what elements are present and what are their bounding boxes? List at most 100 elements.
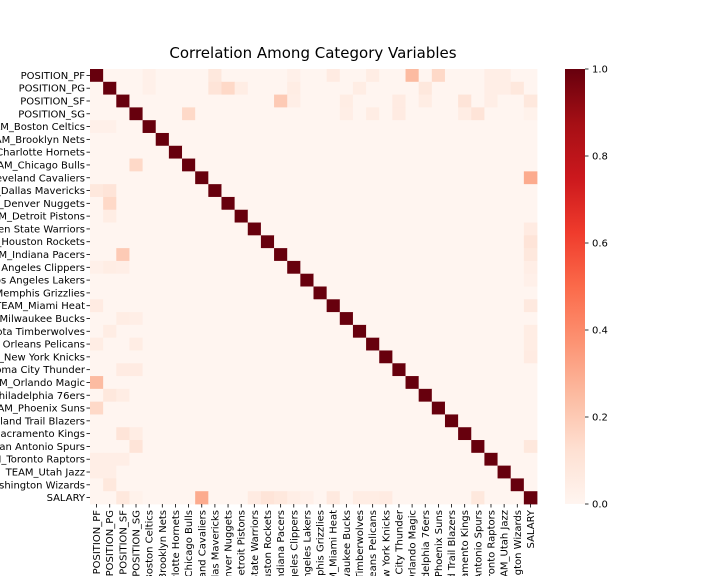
heatmap-cell xyxy=(471,299,485,313)
heatmap-cell xyxy=(444,248,459,262)
heatmap-cell xyxy=(326,145,341,159)
heatmap-cell xyxy=(182,184,196,198)
heatmap-cell xyxy=(182,94,196,108)
heatmap-cell xyxy=(444,273,459,287)
heatmap-cell xyxy=(392,94,406,108)
heatmap-cell xyxy=(458,299,472,313)
heatmap-cell xyxy=(234,312,249,326)
heatmap-cell xyxy=(260,376,275,390)
heatmap-cell xyxy=(155,350,170,364)
heatmap-cell xyxy=(274,414,288,428)
heatmap-cell xyxy=(444,414,459,428)
heatmap-cell xyxy=(208,107,222,121)
heatmap-cell xyxy=(274,120,288,134)
heatmap-cell xyxy=(168,388,183,403)
heatmap-cell xyxy=(313,107,328,121)
heatmap-cell xyxy=(300,478,314,492)
heatmap-cell xyxy=(379,440,393,454)
heatmap-cell xyxy=(168,158,183,172)
heatmap-cell xyxy=(392,401,406,415)
heatmap-cell xyxy=(352,286,367,300)
heatmap-cell xyxy=(287,286,301,300)
heatmap-cell xyxy=(195,324,209,339)
heatmap-cell xyxy=(523,107,538,121)
heatmap-cell xyxy=(287,388,301,403)
heatmap-cell xyxy=(234,107,249,121)
heatmap-cell xyxy=(405,388,420,403)
heatmap-cell xyxy=(326,94,341,108)
heatmap-cell xyxy=(300,69,314,83)
heatmap-cell xyxy=(168,299,183,313)
heatmap-cell xyxy=(523,299,538,313)
heatmap-cell xyxy=(366,81,380,95)
heatmap-cell xyxy=(497,324,512,339)
heatmap-cell xyxy=(182,491,196,505)
heatmap-cell xyxy=(484,209,498,223)
heatmap-cell xyxy=(418,478,433,492)
heatmap-cell xyxy=(260,337,275,351)
heatmap-cell xyxy=(484,273,498,287)
heatmap-cell xyxy=(458,81,472,95)
heatmap-cell xyxy=(379,184,393,198)
heatmap-cell xyxy=(458,465,472,479)
heatmap-cell xyxy=(313,158,328,172)
heatmap-cell xyxy=(366,324,380,339)
heatmap-cell xyxy=(247,324,262,339)
heatmap-cell xyxy=(392,324,406,339)
heatmap-cell xyxy=(287,94,301,108)
heatmap-cell xyxy=(300,273,314,287)
heatmap-cell xyxy=(208,171,222,185)
heatmap-cell xyxy=(339,196,354,211)
heatmap-cell xyxy=(155,248,170,262)
heatmap-cell xyxy=(234,260,249,275)
heatmap-cell xyxy=(523,414,538,428)
heatmap-cell xyxy=(471,222,485,236)
heatmap-cell xyxy=(510,465,525,479)
heatmap-cell xyxy=(90,478,104,492)
heatmap-cell xyxy=(313,312,328,326)
heatmap-cell xyxy=(155,376,170,390)
heatmap-cell xyxy=(313,465,328,479)
heatmap-cell xyxy=(471,376,485,390)
heatmap-cell xyxy=(431,286,446,300)
heatmap-cell xyxy=(392,299,406,313)
heatmap-cell xyxy=(247,145,262,159)
heatmap-cell xyxy=(471,248,485,262)
heatmap-cell xyxy=(208,248,222,262)
heatmap-cell xyxy=(103,107,117,121)
heatmap-cell xyxy=(195,235,209,249)
x-tick-label: TEAM_Chicago Bulls xyxy=(184,510,195,576)
heatmap-cell xyxy=(300,120,314,134)
heatmap-cell xyxy=(116,171,130,185)
heatmap-cell xyxy=(510,107,525,121)
heatmap-cell xyxy=(484,132,498,147)
heatmap-cell xyxy=(339,312,354,326)
heatmap-cell xyxy=(103,491,117,505)
heatmap-cell xyxy=(326,107,341,121)
heatmap-cell xyxy=(510,376,525,390)
heatmap-cell xyxy=(471,235,485,249)
x-tick-label: TEAM_Houston Rockets xyxy=(263,510,274,576)
heatmap-cell xyxy=(260,120,275,134)
heatmap-cell xyxy=(392,132,406,147)
heatmap-cell xyxy=(90,69,104,83)
heatmap-cell xyxy=(300,388,314,403)
heatmap-cell xyxy=(471,388,485,403)
heatmap-cell xyxy=(260,414,275,428)
heatmap-cell xyxy=(313,414,328,428)
heatmap-cell xyxy=(274,145,288,159)
heatmap-cell xyxy=(274,337,288,351)
heatmap-cell xyxy=(116,273,130,287)
heatmap-cell xyxy=(208,184,222,198)
heatmap-cell xyxy=(155,491,170,505)
heatmap-cell xyxy=(484,324,498,339)
heatmap-cell xyxy=(405,440,420,454)
heatmap-cell xyxy=(260,427,275,441)
heatmap-cell xyxy=(471,184,485,198)
heatmap-cell xyxy=(129,440,143,454)
x-tick-label: TEAM_Portland Trail Blazers xyxy=(447,510,458,576)
heatmap-cell xyxy=(392,107,406,121)
heatmap-cell xyxy=(523,171,538,185)
heatmap-cell xyxy=(352,273,367,287)
heatmap-cell xyxy=(497,491,512,505)
